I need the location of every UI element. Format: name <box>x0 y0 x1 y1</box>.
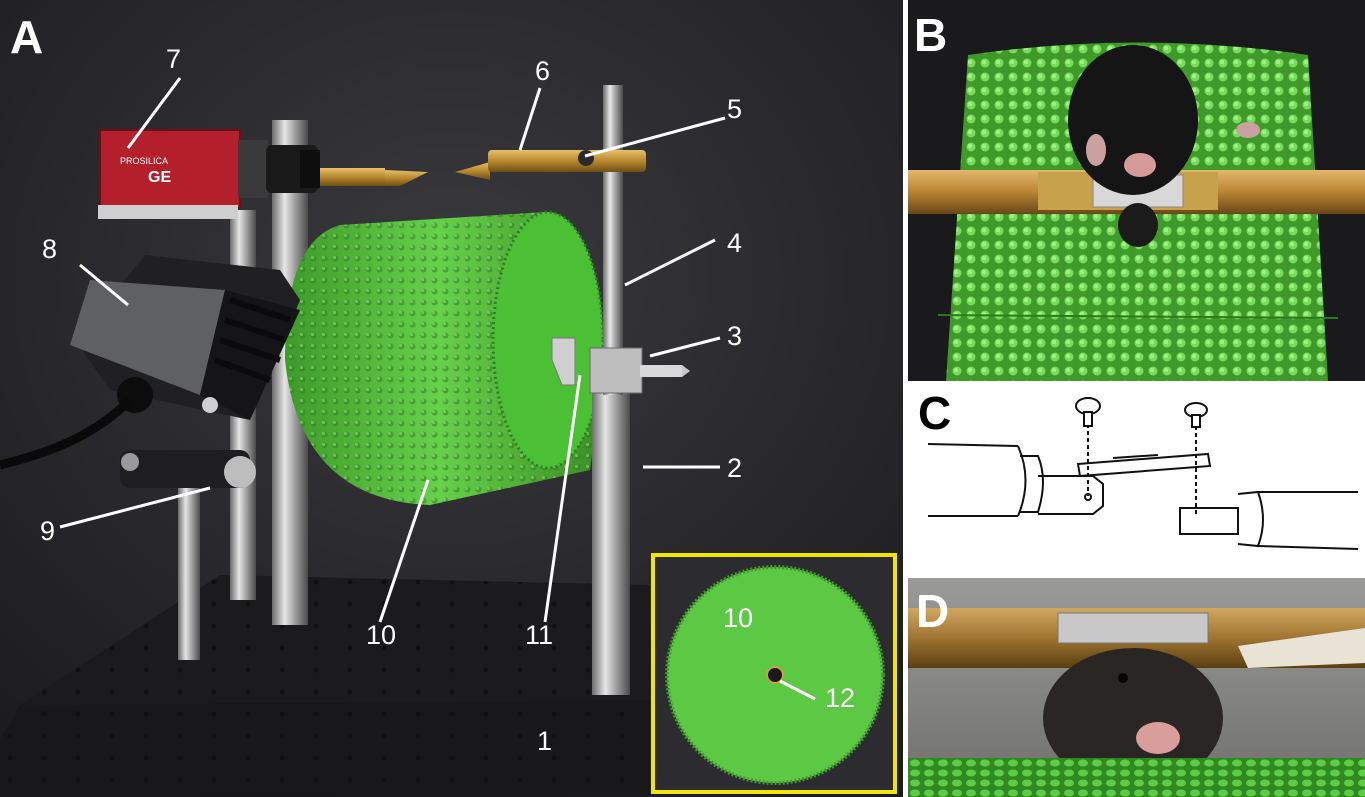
panel-b-letter: B <box>914 9 948 61</box>
inset-wheel-face: 10 12 <box>651 553 897 794</box>
panel-c-schematic <box>927 397 1359 550</box>
panel-d-letter: D <box>916 585 950 637</box>
inset-callout-10: 10 <box>723 603 754 633</box>
inset-wheel-photo <box>665 565 885 785</box>
panel-d-photo <box>908 578 1365 797</box>
panel-d: D <box>908 578 1365 797</box>
callout-2: 2 <box>727 453 743 483</box>
callout-4: 4 <box>727 228 743 258</box>
camera-brand-line2: GE <box>148 169 171 186</box>
camera-brand-line1: PROSILICA <box>120 156 168 166</box>
panel-a: PROSILICA GE A 7 6 5 4 3 <box>0 0 903 797</box>
callout-1: 1 <box>537 726 553 756</box>
panel-a-letter: A <box>10 11 44 63</box>
callout-10: 10 <box>366 620 397 650</box>
callout-7: 7 <box>166 44 182 74</box>
callout-8: 8 <box>42 234 58 264</box>
panel-c-letter: C <box>918 387 952 439</box>
callout-9: 9 <box>40 516 56 546</box>
panel-a-photo: PROSILICA GE <box>0 0 903 797</box>
callout-6: 6 <box>535 56 551 86</box>
panel-b-photo <box>908 0 1365 381</box>
callout-11: 11 <box>525 620 554 650</box>
inset-callout-12: 12 <box>825 683 856 713</box>
panel-c: C <box>908 384 1365 574</box>
panel-b: B <box>908 0 1365 381</box>
callout-5: 5 <box>727 94 743 124</box>
callout-3: 3 <box>727 321 743 351</box>
